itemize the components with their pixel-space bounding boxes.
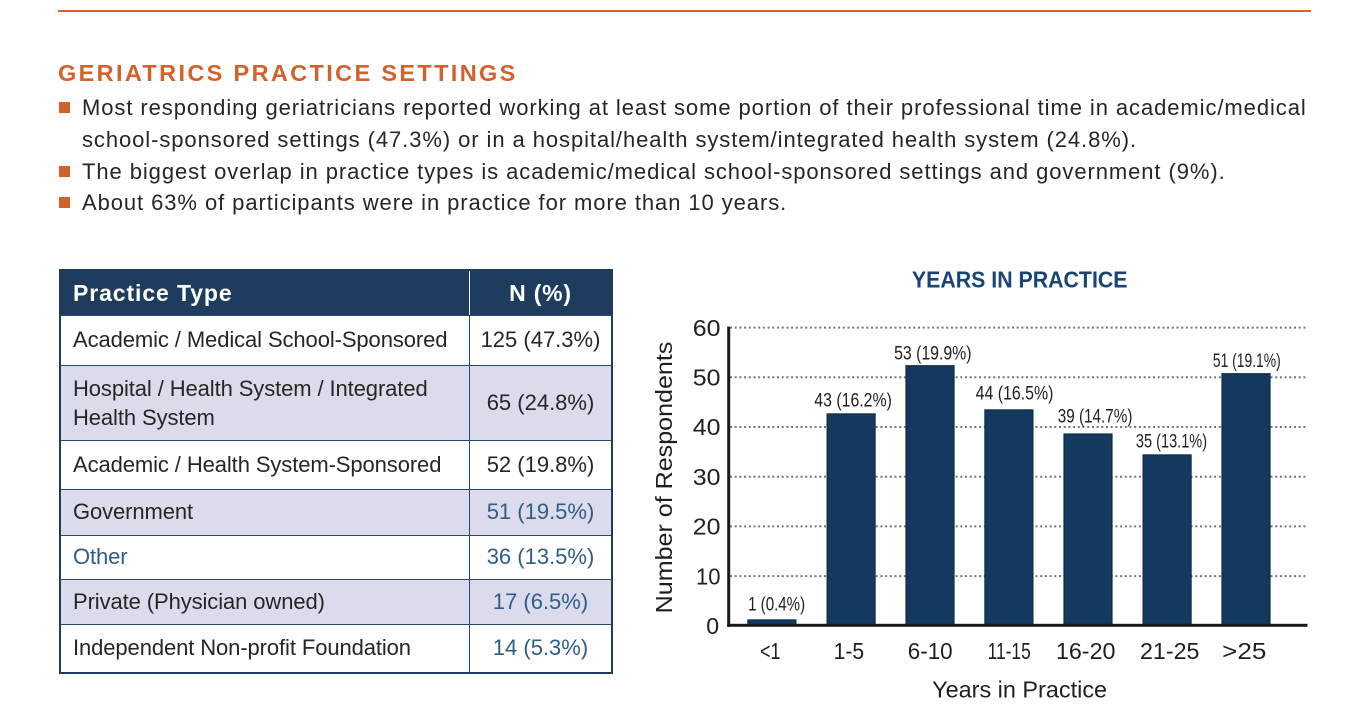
svg-text:0: 0 — [706, 613, 719, 639]
svg-text:<1: <1 — [760, 638, 781, 664]
svg-text:Years in Practice: Years in Practice — [932, 676, 1107, 702]
svg-text:10: 10 — [696, 563, 721, 589]
svg-text:60: 60 — [693, 315, 721, 341]
svg-text:44 (16.5%): 44 (16.5%) — [976, 383, 1054, 405]
svg-text:51 (19.1%): 51 (19.1%) — [1213, 350, 1281, 372]
svg-text:50: 50 — [693, 365, 721, 391]
svg-text:YEARS IN PRACTICE: YEARS IN PRACTICE — [912, 266, 1128, 292]
svg-text:>25: >25 — [1222, 638, 1266, 664]
svg-text:21-25: 21-25 — [1140, 638, 1199, 664]
svg-text:6-10: 6-10 — [908, 638, 953, 664]
svg-text:43 (16.2%): 43 (16.2%) — [814, 390, 892, 412]
svg-text:1 (0.4%): 1 (0.4%) — [748, 593, 805, 615]
svg-text:11-15: 11-15 — [988, 638, 1031, 664]
svg-text:35 (13.1%): 35 (13.1%) — [1136, 430, 1207, 452]
svg-text:20: 20 — [693, 514, 721, 540]
svg-text:1-5: 1-5 — [834, 638, 865, 664]
svg-text:30: 30 — [693, 464, 721, 490]
svg-text:39 (14.7%): 39 (14.7%) — [1058, 405, 1133, 427]
svg-text:53 (19.9%): 53 (19.9%) — [894, 342, 971, 364]
svg-text:Number of Respondents: Number of Respondents — [651, 342, 677, 614]
svg-text:16-20: 16-20 — [1056, 638, 1116, 664]
svg-text:40: 40 — [693, 414, 721, 440]
